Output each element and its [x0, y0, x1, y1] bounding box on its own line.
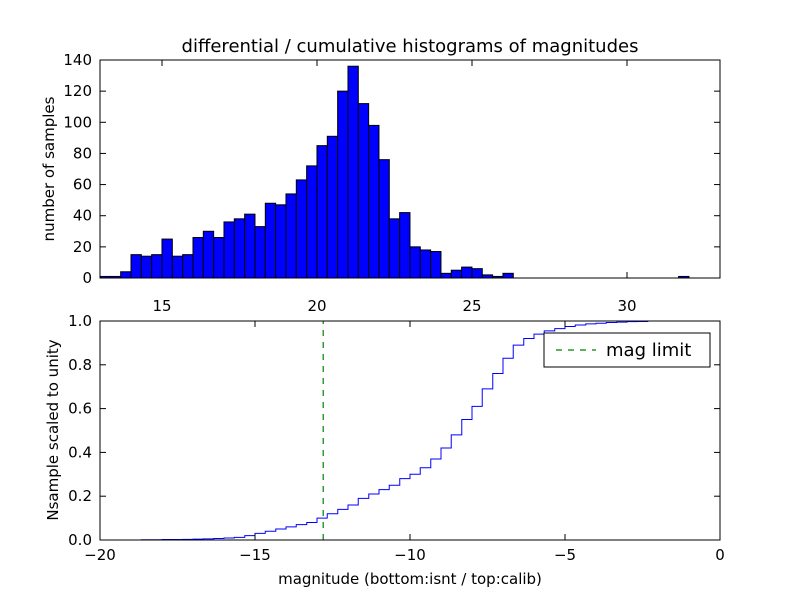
- histogram-bar: [275, 204, 287, 279]
- histogram-bar: [399, 212, 411, 279]
- histogram-ticks: 0 20 40 60 80 100 120 140 15 20 25 30: [63, 51, 720, 315]
- histogram-y-tick-label: 20: [73, 238, 92, 256]
- histogram-x-tick-label: 30: [617, 297, 636, 315]
- histogram-x-tick-label: 25: [462, 297, 481, 315]
- histogram-bar: [347, 65, 359, 279]
- histogram-bar: [151, 254, 163, 279]
- cumulative-y-tick-label: 0.6: [68, 400, 92, 418]
- histogram-bar: [254, 226, 266, 279]
- cumulative-x-tick-label: 0: [715, 546, 725, 564]
- histogram-y-tick-label: 80: [73, 144, 92, 162]
- histogram-y-tick-label: 120: [63, 82, 92, 100]
- histogram-bar: [285, 193, 297, 279]
- histogram-bar: [306, 165, 318, 279]
- histogram-bar: [378, 159, 390, 279]
- cumulative-lines: [100, 320, 721, 541]
- histogram-bar: [461, 266, 473, 279]
- histogram-bar: [192, 237, 204, 279]
- histogram-bar: [295, 179, 308, 279]
- histogram-bar: [430, 251, 442, 279]
- cumulative-ticks: 0.0 0.2 0.4 0.6 0.8 1.0 −20 −15 −10 −5 0: [68, 312, 725, 564]
- histogram-x-tick-label: 15: [152, 297, 171, 315]
- histogram-bar: [130, 254, 142, 279]
- histogram-bar: [357, 103, 370, 279]
- legend: mag limit: [543, 332, 711, 368]
- histogram-bar: [409, 246, 421, 279]
- histogram-y-tick-label: 140: [63, 51, 92, 69]
- histogram-y-tick-label: 60: [73, 176, 92, 194]
- histogram-bar: [368, 124, 380, 279]
- histogram-bar: [223, 221, 235, 279]
- histogram-bar: [233, 218, 246, 279]
- histogram-y-axis-label: number of samples: [40, 96, 58, 241]
- histogram-bar: [316, 145, 328, 279]
- cumulative-panel: Nsample scaled to unity magnitude (botto…: [44, 312, 725, 588]
- cumulative-y-tick-label: 0.0: [68, 531, 92, 549]
- histogram-bar: [182, 254, 194, 279]
- histogram-bar: [202, 230, 215, 279]
- histogram-bar: [264, 202, 277, 279]
- histogram-y-tick-label: 40: [73, 207, 92, 225]
- histogram-bar: [388, 218, 401, 279]
- cumulative-x-axis-label: magnitude (bottom:isnt / top:calib): [278, 570, 542, 588]
- histogram-frame: [99, 59, 721, 279]
- chart-title: differential / cumulative histograms of …: [182, 36, 639, 57]
- cumulative-x-tick-label: −20: [84, 546, 116, 564]
- histogram-bar: [502, 272, 514, 279]
- histogram-x-tick-label: 20: [307, 297, 326, 315]
- histogram-bar: [161, 238, 173, 279]
- histogram-bar: [140, 255, 153, 279]
- cumulative-y-axis-label: Nsample scaled to unity: [44, 339, 62, 520]
- histogram-bar: [326, 135, 339, 279]
- histogram-panel: differential / cumulative histograms of …: [40, 36, 721, 315]
- histogram-y-tick-label: 0: [82, 269, 92, 287]
- cumulative-step-line: [100, 320, 721, 541]
- cumulative-x-tick-label: −15: [239, 546, 271, 564]
- histogram-bar: [120, 271, 132, 279]
- cumulative-x-tick-label: −10: [394, 546, 426, 564]
- histogram-bar: [244, 213, 256, 279]
- cumulative-y-tick-label: 0.2: [68, 487, 92, 505]
- histogram-bar: [471, 268, 483, 279]
- cumulative-y-tick-label: 0.4: [68, 443, 92, 461]
- cumulative-x-tick-label: −5: [554, 546, 576, 564]
- histogram-bar: [337, 90, 349, 279]
- cumulative-y-tick-label: 0.8: [68, 356, 92, 374]
- histogram-bars: [99, 65, 690, 279]
- cumulative-frame: [99, 320, 721, 541]
- legend-mag-limit-label: mag limit: [606, 340, 691, 361]
- cumulative-y-tick-label: 1.0: [68, 312, 92, 330]
- histogram-bar: [419, 249, 432, 279]
- histogram-bar: [213, 237, 225, 279]
- histogram-bar: [440, 272, 452, 279]
- histogram-y-tick-label: 100: [63, 113, 92, 131]
- histogram-bar: [171, 255, 184, 279]
- histogram-bar: [450, 269, 463, 279]
